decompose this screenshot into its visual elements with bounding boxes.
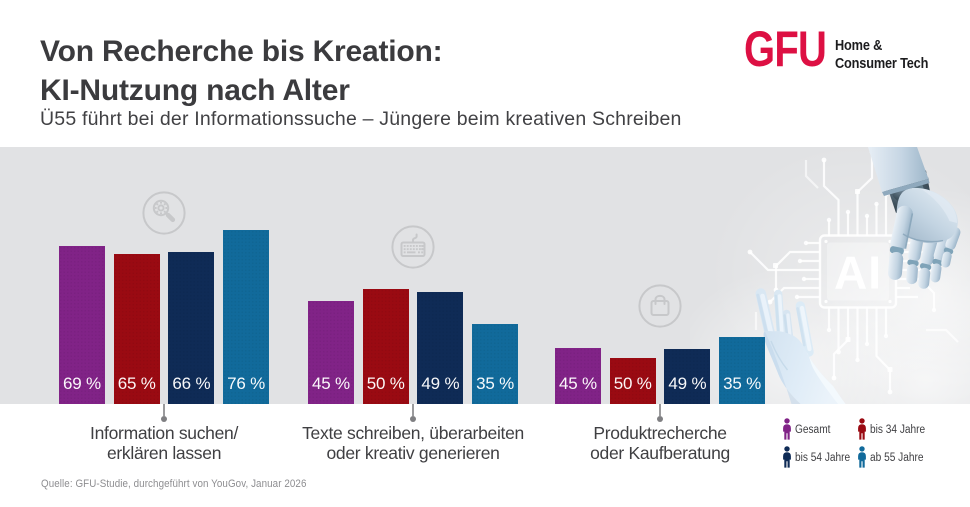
bar-value-label: 50 % (613, 373, 652, 393)
connector-dot (160, 415, 168, 422)
category-label: Texte schreiben, überarbeiten oder kreati… (302, 423, 524, 463)
source-note: Quelle: GFU-Studie, durchgeführt von You… (41, 477, 307, 490)
chart-panel: AI (0, 147, 970, 404)
circuit-traces (749, 152, 959, 392)
category-label: Produktrecherche oder Kaufberatung (590, 423, 730, 463)
shopping-bag-icon (638, 284, 682, 328)
bar-gesamt: 45 % (555, 348, 601, 404)
title-line-1: Von Recherche bis Kreation: (40, 35, 443, 68)
connector-line (412, 404, 414, 416)
person-icon (857, 418, 867, 440)
connector-dot (409, 415, 417, 422)
legend-label: ab 55 Jahre (870, 451, 924, 464)
legend-label: Gesamt (794, 424, 830, 436)
bar-bis-34-jahre: 50 % (609, 358, 656, 404)
ai-robot-human-hands-art: AI (747, 147, 961, 404)
page-subtitle: Ü55 führt bei der Informationssuche – Jü… (40, 108, 682, 130)
page-title: Von Recherche bis Kreation: KI-Nutzung na… (40, 32, 443, 110)
bar-value-label: 65 % (117, 373, 156, 393)
bar-bis-54-jahre: 49 % (664, 349, 711, 404)
bar-value-label: 35 % (723, 373, 762, 393)
title-line-2: KI-Nutzung nach Alter (40, 74, 350, 107)
bar-ab-55-jahre: 35 % (472, 324, 519, 404)
search-gear-icon (142, 191, 186, 235)
gfu-logo-tagline: Home & Consumer Tech (835, 38, 929, 72)
bar-gesamt: 45 % (308, 301, 354, 404)
person-icon (857, 445, 867, 468)
person-icon (782, 445, 792, 468)
connector-line (163, 404, 165, 416)
connector-line (659, 404, 661, 416)
legend-label: bis 34 Jahre (870, 424, 926, 436)
bar-ab-55-jahre: 76 % (223, 230, 270, 404)
bar-value-label: 50 % (366, 373, 405, 393)
bar-bis-34-jahre: 50 % (362, 289, 409, 404)
bar-value-label: 76 % (227, 373, 266, 393)
bar-bis-54-jahre: 49 % (417, 292, 464, 404)
connector-dot (656, 415, 664, 422)
bar-bis-34-jahre: 65 % (113, 254, 160, 404)
robot-hand (868, 147, 961, 289)
ai-chip-icon: AI (818, 234, 898, 309)
bar-value-label: 35 % (476, 373, 515, 393)
legend-label: bis 54 Jahre (794, 451, 850, 464)
bar-value-label: 66 % (172, 373, 211, 393)
bar-value-label: 69 % (63, 373, 101, 393)
bar-ab-55-jahre: 35 % (719, 337, 766, 404)
bar-value-label: 45 % (312, 373, 350, 393)
bar-value-label: 49 % (421, 373, 460, 393)
bar-bis-54-jahre: 66 % (168, 252, 215, 404)
category-label: Information suchen/erklären lassen (90, 423, 239, 463)
ai-chip-label: AI (834, 247, 882, 299)
person-icon (782, 418, 792, 440)
gfu-logo-wordmark: GFU (744, 21, 827, 77)
bar-gesamt: 69 % (59, 246, 105, 404)
keyboard-icon (391, 225, 435, 269)
human-hand (755, 288, 846, 404)
bar-value-label: 49 % (668, 373, 707, 393)
gfu-logo: GFU Home & Consumer Tech (744, 24, 944, 76)
bar-value-label: 45 % (559, 373, 597, 393)
